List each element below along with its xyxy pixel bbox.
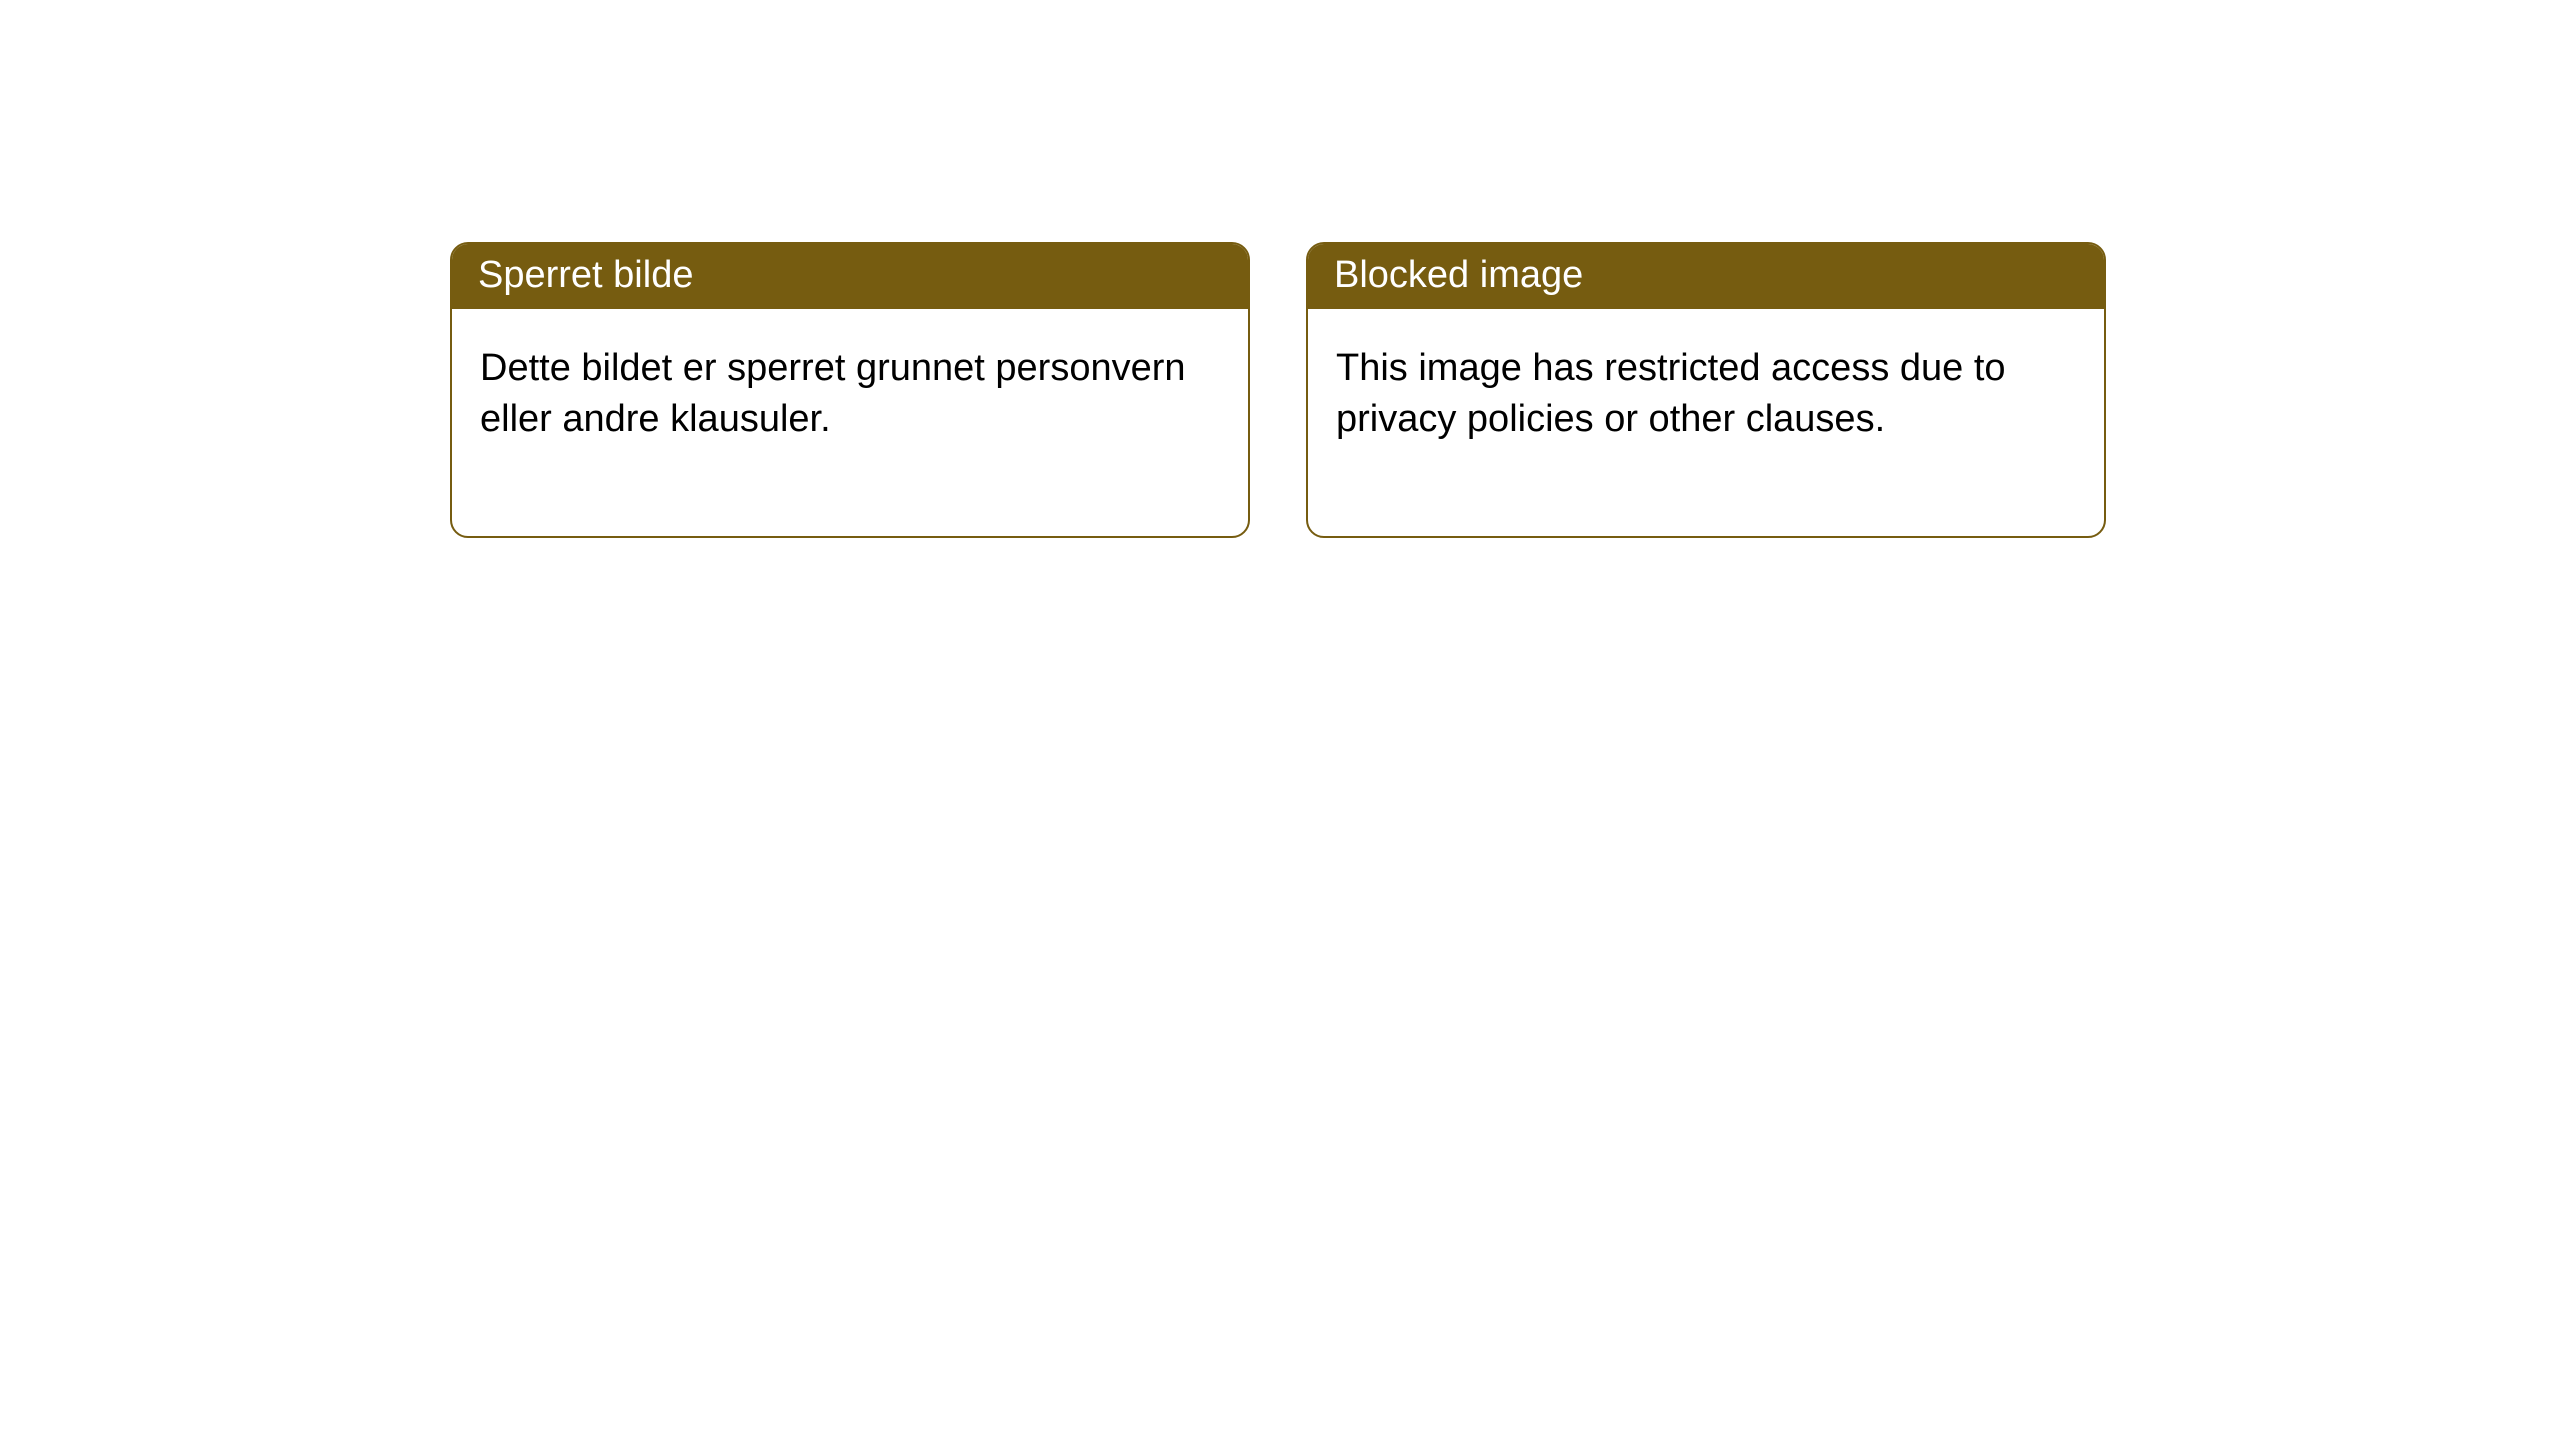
notice-header: Blocked image <box>1308 244 2104 309</box>
notice-body-text: Dette bildet er sperret grunnet personve… <box>480 347 1186 440</box>
notice-body-text: This image has restricted access due to … <box>1336 347 2006 440</box>
notice-title: Blocked image <box>1334 254 1583 296</box>
notice-card-norwegian: Sperret bilde Dette bildet er sperret gr… <box>450 242 1250 538</box>
notice-title: Sperret bilde <box>478 254 693 296</box>
notice-container: Sperret bilde Dette bildet er sperret gr… <box>0 0 2560 538</box>
notice-body: Dette bildet er sperret grunnet personve… <box>452 309 1248 536</box>
notice-card-english: Blocked image This image has restricted … <box>1306 242 2106 538</box>
notice-header: Sperret bilde <box>452 244 1248 309</box>
notice-body: This image has restricted access due to … <box>1308 309 2104 536</box>
